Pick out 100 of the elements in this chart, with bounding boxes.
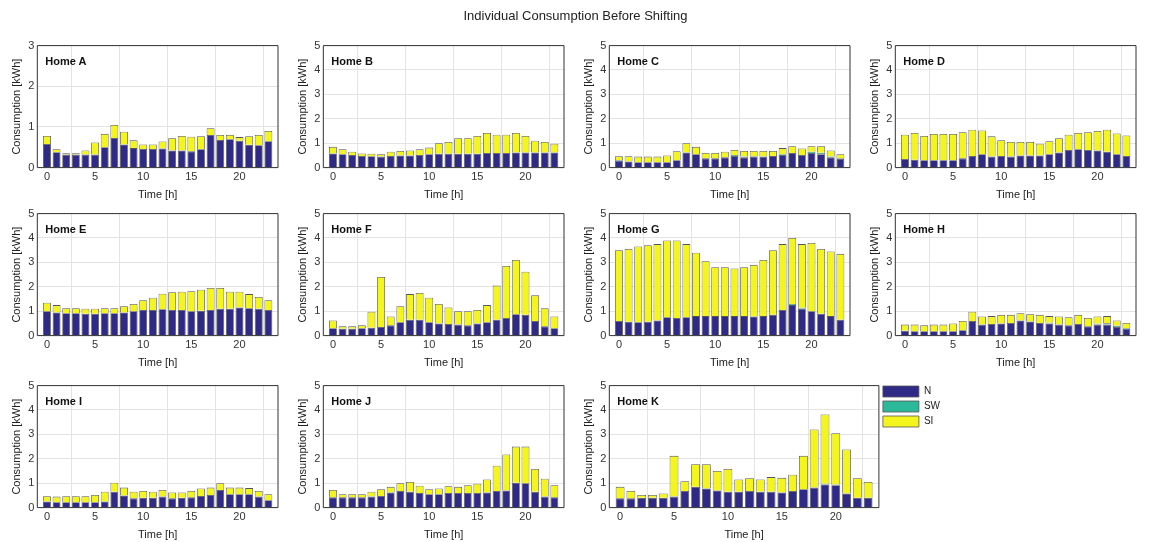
y-tick-label: 3	[28, 38, 35, 51]
x-axis-title: Time [h]	[995, 188, 1036, 201]
x-tick-label: 15	[775, 510, 788, 523]
y-tick-label: 3	[600, 87, 607, 100]
x-axis-title: Time [h]	[137, 188, 178, 201]
y-tick-label: 2	[28, 279, 35, 292]
x-tick-label: 10	[709, 170, 722, 183]
x-tick-label: 5	[950, 338, 957, 351]
x-tick-label: 10	[721, 510, 735, 523]
x-tick-label: 20	[805, 170, 818, 183]
x-tick-label: 0	[43, 170, 51, 183]
text: Home B	[331, 54, 373, 67]
x-tick-label: 5	[950, 170, 957, 183]
x-tick-label: 0	[43, 510, 51, 523]
x-tick-label: 15	[185, 338, 198, 351]
y-tick-label: 4	[314, 231, 321, 244]
y-tick-label: 0	[600, 328, 607, 341]
y-tick-label: 0	[314, 328, 321, 341]
x-tick-label: 20	[519, 338, 532, 351]
y-tick-label: 2	[886, 279, 893, 292]
x-axis-title: Time [h]	[423, 188, 464, 201]
y-tick-label: 1	[28, 119, 35, 132]
y-tick-label: 2	[28, 451, 35, 464]
y-axis-title: Consumption [kWh]	[581, 398, 594, 495]
y-tick-label: 5	[28, 206, 35, 219]
y-tick-label: 2	[314, 111, 321, 124]
x-tick-label: 20	[233, 338, 246, 351]
x-axis-title: Time [h]	[423, 528, 464, 541]
y-tick-label: 0	[314, 160, 321, 173]
x-tick-label: 10	[709, 338, 722, 351]
y-tick-label: 4	[600, 403, 607, 416]
y-tick-label: 1	[600, 304, 607, 317]
y-tick-label: 4	[886, 63, 893, 76]
x-tick-label: 20	[1091, 338, 1104, 351]
x-tick-label: 5	[92, 338, 99, 351]
x-tick-label: 10	[423, 170, 436, 183]
y-tick-label: 1	[28, 304, 35, 317]
y-tick-label: 4	[314, 403, 321, 416]
text: Home K	[617, 394, 659, 407]
x-tick-label: 20	[519, 170, 532, 183]
y-tick-label: 1	[314, 136, 321, 149]
x-tick-label: 20	[519, 510, 532, 523]
y-tick-label: 1	[886, 304, 893, 317]
x-tick-label: 10	[995, 338, 1008, 351]
x-axis-title: Time [h]	[724, 528, 764, 541]
y-tick-label: 0	[28, 500, 35, 513]
legend-label: SW	[923, 400, 941, 412]
x-tick-label: 0	[617, 510, 624, 523]
y-tick-label: 1	[28, 476, 35, 489]
text: Home J	[331, 394, 372, 407]
text: Home A	[45, 54, 87, 67]
x-tick-label: 5	[378, 510, 385, 523]
x-tick-label: 15	[471, 338, 484, 351]
x-tick-label: 15	[471, 510, 484, 523]
y-tick-label: 4	[600, 231, 607, 244]
y-tick-label: 3	[314, 427, 321, 440]
x-tick-label: 15	[185, 170, 198, 183]
x-tick-label: 0	[615, 170, 623, 183]
y-tick-label: 1	[314, 304, 321, 317]
legend-label: SI	[923, 415, 934, 427]
y-tick-label: 0	[28, 160, 35, 173]
y-tick-label: 2	[600, 451, 607, 464]
y-tick-label: 5	[28, 378, 35, 391]
x-tick-label: 5	[92, 170, 99, 183]
text: Individual Consumption Before Shifting	[462, 8, 689, 23]
y-axis-title: Consumption [kWh]	[581, 58, 594, 155]
y-tick-label: 2	[28, 79, 35, 92]
y-tick-label: 3	[28, 427, 35, 440]
y-tick-label: 3	[600, 427, 607, 440]
y-tick-label: 4	[886, 231, 893, 244]
y-tick-label: 0	[28, 328, 35, 341]
x-tick-label: 10	[137, 510, 150, 523]
y-tick-label: 2	[600, 279, 607, 292]
x-tick-label: 15	[757, 338, 770, 351]
y-tick-label: 5	[314, 206, 321, 219]
x-axis-title: Time [h]	[423, 356, 464, 369]
x-axis-title: Time [h]	[709, 188, 750, 201]
y-tick-label: 4	[314, 63, 321, 76]
y-tick-label: 0	[314, 500, 321, 513]
text: Home D	[903, 54, 945, 67]
y-axis-title: Consumption [kWh]	[9, 58, 22, 155]
text: Home E	[45, 222, 87, 235]
x-tick-label: 15	[1043, 170, 1056, 183]
text: Home F	[331, 222, 372, 235]
y-tick-label: 3	[28, 255, 35, 268]
y-axis-title: Consumption [kWh]	[295, 58, 308, 155]
y-axis-title: Consumption [kWh]	[295, 398, 308, 495]
x-tick-label: 10	[137, 338, 150, 351]
y-tick-label: 2	[886, 111, 893, 124]
x-tick-label: 20	[829, 510, 842, 523]
x-tick-label: 20	[233, 170, 246, 183]
y-tick-label: 3	[886, 255, 893, 268]
y-axis-title: Consumption [kWh]	[581, 226, 594, 323]
x-tick-label: 10	[423, 510, 436, 523]
y-tick-label: 2	[314, 279, 321, 292]
x-tick-label: 10	[995, 170, 1008, 183]
y-tick-label: 3	[314, 255, 321, 268]
y-tick-label: 5	[600, 206, 607, 219]
y-tick-label: 3	[314, 87, 321, 100]
x-tick-label: 20	[1091, 170, 1104, 183]
